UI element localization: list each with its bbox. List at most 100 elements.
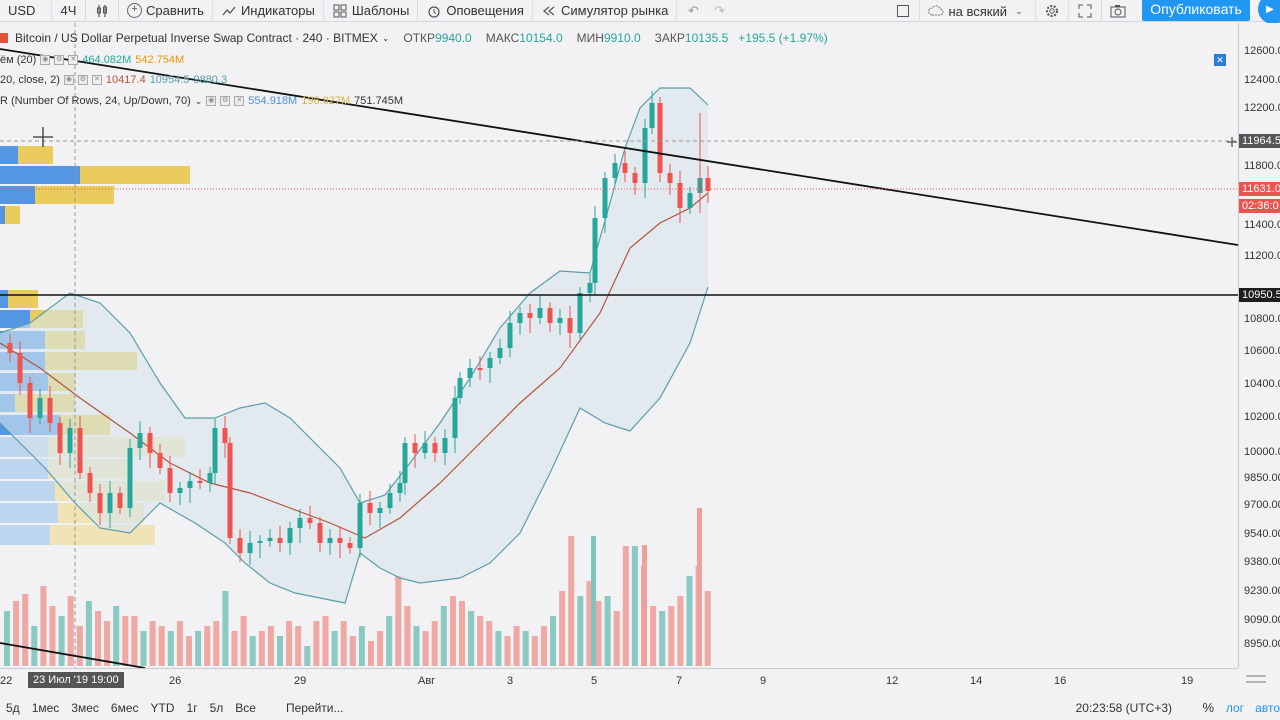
candle-body <box>227 443 233 538</box>
exchange-flag-icon <box>0 33 8 43</box>
candle-body <box>557 318 563 323</box>
symbol-title[interactable]: Bitcoin / US Dollar Perpetual Inverse Sw… <box>15 31 378 45</box>
gear-icon[interactable]: ⚙ <box>54 55 65 65</box>
fullscreen-button[interactable] <box>1069 0 1102 22</box>
candle-body <box>67 428 73 453</box>
legend-chevron-icon[interactable]: ⌄ <box>381 32 390 43</box>
range-button[interactable]: 6мес <box>110 701 139 715</box>
candle-body <box>27 383 33 418</box>
volume-bar <box>40 586 47 666</box>
gear-icon[interactable]: ⚙ <box>77 75 88 85</box>
volume-bar <box>413 626 420 666</box>
candle-body <box>657 103 663 173</box>
alerts-button[interactable]: Оповещения <box>418 0 533 22</box>
volume-bar <box>258 631 265 666</box>
time-label: 9 <box>760 675 767 687</box>
volume-bar <box>240 616 247 666</box>
candle-body <box>622 163 628 173</box>
candle-body <box>677 183 683 208</box>
candle-body <box>402 443 408 483</box>
open-value: 9940.0 <box>435 31 472 45</box>
close-icon[interactable]: ✕ <box>91 75 102 85</box>
volume-bar <box>140 631 147 666</box>
countdown-tag: 02:36:0 <box>1239 199 1280 213</box>
hline-price: 10950.5 <box>1242 289 1280 301</box>
layout-select[interactable]: на всякий ⌄ <box>920 0 1036 22</box>
candle-body <box>567 318 573 333</box>
close-icon[interactable]: ✕ <box>234 96 245 106</box>
interval-button[interactable]: 4Ч <box>52 0 86 22</box>
range-button[interactable]: YTD <box>150 701 175 715</box>
price-scale[interactable]: 12600.00 12400.00 12200.00 11800.00 11400.00… <box>1238 23 1280 668</box>
gear-icon[interactable]: ⚙ <box>220 96 231 106</box>
change-value: +195.5 (+1.97%) <box>738 31 828 45</box>
hline-price-tag: 10950.5 <box>1239 288 1280 302</box>
bb-name[interactable]: 20, close, 2) <box>0 74 60 86</box>
volume-bar <box>477 616 484 666</box>
bb-lower <box>0 286 709 604</box>
candle-body <box>237 538 243 553</box>
redo-icon[interactable]: ↷ <box>713 2 725 18</box>
price-label: 9540.00 <box>1244 528 1280 540</box>
log-scale-toggle[interactable]: лог <box>1225 701 1244 715</box>
eye-icon[interactable]: ◉ <box>206 96 217 106</box>
candle-body <box>632 173 638 183</box>
volume-bar <box>422 631 429 666</box>
vpvr-name[interactable]: R (Number Of Rows, 24, Up/Down, 70) <box>0 95 191 107</box>
symbol-search[interactable]: USD <box>0 0 52 22</box>
goto-date-button[interactable]: Перейти... <box>285 701 344 715</box>
candle-body <box>507 323 513 348</box>
scale-settings-icon[interactable] <box>1244 672 1268 686</box>
candle-body <box>337 538 343 543</box>
candle-body <box>267 538 273 541</box>
chart-canvas <box>0 23 1239 669</box>
add-alert-plus-icon[interactable] <box>1226 136 1238 148</box>
clock[interactable]: 20:23:58 (UTC+3) <box>1075 701 1172 715</box>
vp-up-row <box>0 166 80 184</box>
fullscreen-layout-button[interactable] <box>887 0 921 22</box>
crosshair-price: 11964.5 <box>1242 135 1280 147</box>
candle-body <box>497 348 503 358</box>
vp-down-row <box>5 206 20 224</box>
eye-icon[interactable]: ◉ <box>40 55 51 65</box>
candle-body <box>367 503 373 513</box>
auto-scale-toggle[interactable]: авто <box>1255 701 1280 715</box>
settings-button[interactable] <box>1036 0 1069 22</box>
range-button[interactable]: 5л <box>209 701 224 715</box>
price-label: 9850.00 <box>1244 472 1280 484</box>
time-label: 29 <box>294 675 307 687</box>
volume-name[interactable]: ём (20) <box>0 54 37 66</box>
candle-body <box>47 398 53 423</box>
percent-scale-toggle[interactable]: % <box>1202 700 1214 715</box>
vpvr-chevron-icon[interactable]: ⌄ <box>194 95 203 106</box>
indicators-button[interactable]: Индикаторы <box>213 0 324 22</box>
range-button[interactable]: Все <box>235 701 256 715</box>
templates-icon <box>332 3 348 19</box>
candle-body <box>327 538 333 543</box>
candle-body <box>452 398 458 438</box>
candle-body <box>432 443 438 453</box>
publish-button[interactable]: Опубликовать <box>1142 0 1250 21</box>
candle-body <box>257 541 263 543</box>
snapshot-button[interactable] <box>1102 0 1134 22</box>
candle-body <box>57 423 63 453</box>
range-button[interactable]: 5д <box>6 701 20 715</box>
volume-bar <box>522 631 529 666</box>
time-scale[interactable]: 22 26 29 Авг 3 5 7 9 12 14 16 19 23 Июл '19 19:00 <box>0 668 1238 690</box>
close-icon[interactable]: ✕ <box>68 55 79 65</box>
undo-icon[interactable]: ↶ <box>687 2 699 18</box>
replay-button[interactable]: Симулятор рынка <box>533 0 678 22</box>
range-button[interactable]: 3мес <box>71 701 99 715</box>
chart-type-button[interactable] <box>86 0 119 22</box>
object-tree-icon[interactable]: ✕ <box>1214 54 1226 66</box>
chart-pane[interactable]: Bitcoin / US Dollar Perpetual Inverse Sw… <box>0 23 1239 669</box>
range-button[interactable]: 1мес <box>31 701 60 715</box>
volume-bar <box>395 576 402 666</box>
range-button[interactable]: 1г <box>186 701 198 715</box>
candle-body <box>147 433 153 453</box>
compare-button[interactable]: + Сравнить <box>119 0 213 22</box>
play-circle-button[interactable]: ▶ <box>1258 0 1280 24</box>
volume-bar <box>22 594 29 666</box>
templates-button[interactable]: Шаблоны <box>324 0 419 22</box>
eye-icon[interactable]: ◉ <box>63 75 74 85</box>
